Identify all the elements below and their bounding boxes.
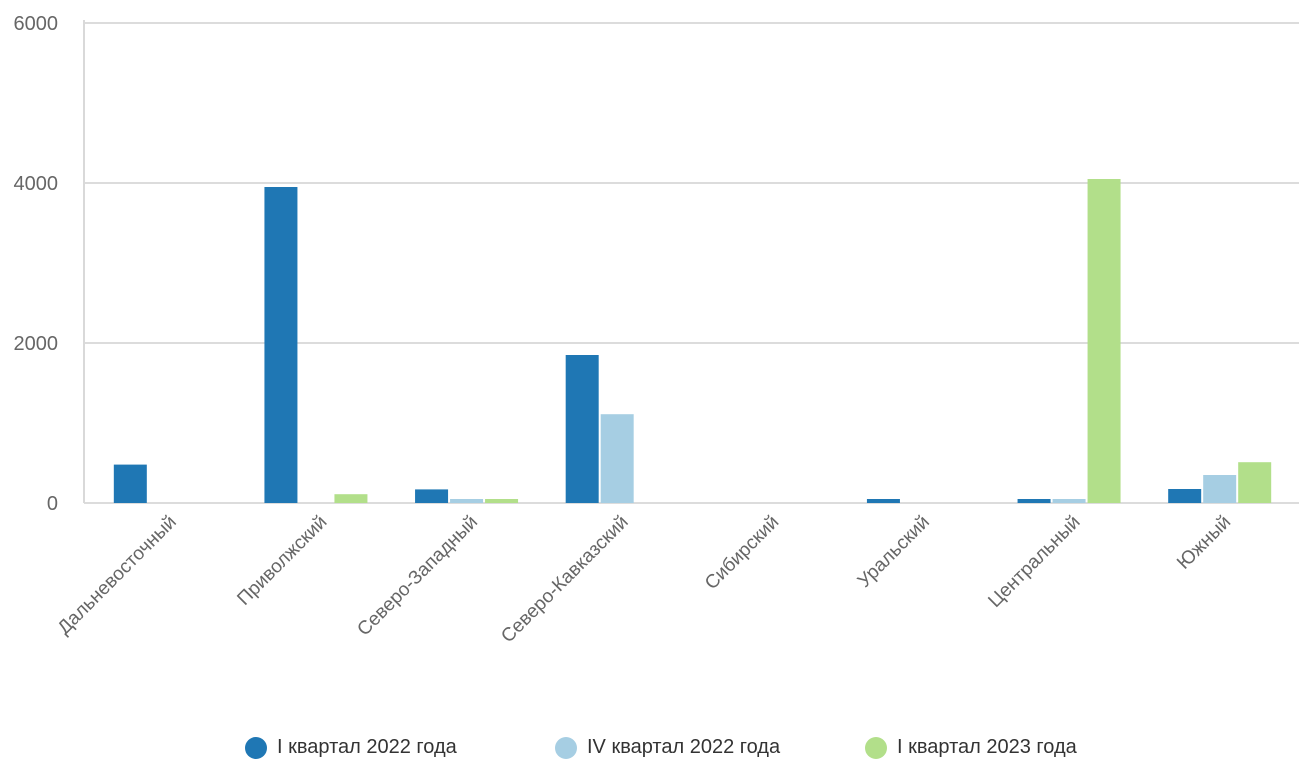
x-tick-label: Северо-Кавказский: [497, 512, 632, 647]
x-tick-label: Южный: [1173, 512, 1235, 574]
bar: [565, 355, 599, 503]
bar: [415, 489, 449, 503]
x-tick-label: Сибирский: [701, 512, 783, 594]
bar: [113, 464, 147, 503]
bars: [113, 179, 1272, 503]
x-tick-label: Приволжский: [233, 512, 331, 610]
bar: [485, 499, 519, 503]
y-tick-label: 6000: [14, 13, 59, 35]
legend-item: I квартал 2022 года: [245, 736, 457, 759]
bar: [1168, 489, 1202, 503]
legend-label: I квартал 2022 года: [277, 736, 457, 758]
bar: [1087, 179, 1121, 503]
x-axis-labels: Дальневосточный Приволжский Северо-Западны…: [54, 512, 1235, 647]
y-tick-label: 0: [47, 493, 58, 515]
y-axis-ticks: 0 2000 4000 6000: [14, 13, 59, 515]
legend-label: I квартал 2023 года: [897, 736, 1077, 758]
bar: [1017, 499, 1051, 503]
legend-marker: [865, 736, 887, 759]
legend-marker: [245, 736, 267, 759]
bar: [334, 494, 368, 503]
legend-item: I квартал 2023 года: [865, 736, 1077, 759]
legend: I квартал 2022 года IV квартал 2022 года I…: [0, 736, 1299, 766]
bar: [450, 499, 484, 503]
bar: [866, 499, 900, 503]
x-tick-label: Северо-Западный: [353, 512, 482, 641]
x-tick-label: Центральный: [984, 512, 1084, 612]
bar: [264, 187, 298, 503]
x-tick-label: Уральский: [854, 512, 934, 592]
bar-chart: 0 2000 4000 6000 Дальневосточный Приволжский…: [14, 13, 1299, 647]
legend-item: IV квартал 2022 года: [555, 736, 780, 759]
x-tick-label: Дальневосточный: [54, 512, 181, 639]
bar: [1203, 475, 1237, 503]
legend-marker: [555, 736, 577, 759]
bar: [600, 414, 634, 503]
bar: [1238, 462, 1272, 503]
y-tick-label: 4000: [14, 173, 59, 195]
legend-label: IV квартал 2022 года: [587, 736, 781, 758]
y-tick-label: 2000: [14, 333, 59, 355]
bar: [1052, 499, 1086, 503]
